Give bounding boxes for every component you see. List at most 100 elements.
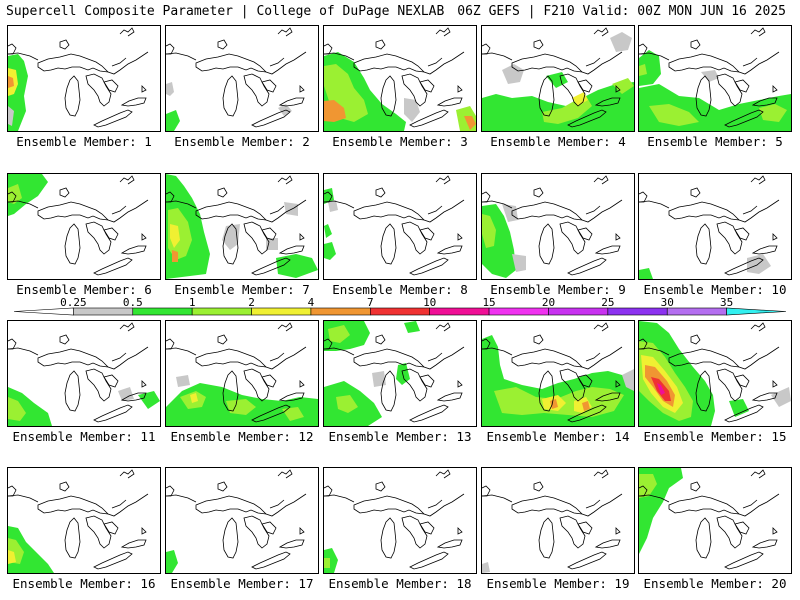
coastline (166, 52, 197, 61)
lake-outline (251, 404, 291, 423)
lake-outline (436, 245, 463, 255)
scp-shading-green (276, 254, 318, 278)
scp-shading-low (222, 224, 240, 250)
coastline (750, 175, 766, 185)
lake-outline (690, 39, 701, 50)
lake-outline (482, 191, 491, 203)
member-map-12 (165, 320, 319, 427)
coastline (8, 347, 39, 356)
coastline (639, 494, 670, 503)
scp-shading-green (324, 242, 336, 260)
member-map-1 (7, 25, 161, 132)
lake-outline (419, 521, 435, 535)
coastline (423, 346, 465, 370)
member-label: Ensemble Member: 1 (16, 134, 152, 149)
scp-shading-orange (582, 401, 590, 411)
scp-shading-green (639, 50, 661, 86)
lake-outline (103, 521, 119, 535)
lake-outline (64, 370, 81, 412)
colorbar-bin (132, 307, 193, 316)
map-canvas (639, 321, 791, 426)
colorbar-tick-label: 4 (308, 297, 315, 309)
lake-outline (401, 221, 428, 255)
scp-shading-green (639, 268, 653, 279)
coastline (750, 27, 766, 37)
lake-outline (353, 495, 426, 515)
coastline (738, 51, 780, 75)
lake-outline (511, 348, 584, 368)
colorbar-bin (429, 307, 490, 316)
lake-outline (217, 39, 228, 50)
lake-outline (716, 515, 743, 549)
colorbar-bin (370, 307, 430, 316)
scp-shading-lime (759, 104, 787, 122)
member-map-16 (7, 467, 161, 574)
lake-outline (261, 374, 277, 388)
scp-shading-low (622, 369, 634, 391)
lake-outline (324, 485, 333, 497)
lake-outline (195, 348, 268, 368)
lake-outline (716, 73, 743, 107)
coastline (111, 57, 127, 67)
coastline (119, 175, 135, 185)
coastline (750, 469, 766, 479)
lake-outline (353, 348, 426, 368)
lake-outline (166, 338, 175, 350)
coastline (742, 205, 758, 215)
coastline (593, 469, 609, 479)
scp-shading-low (372, 371, 386, 387)
lake-outline (375, 39, 386, 50)
map-canvas (639, 27, 791, 131)
lake-outline (166, 43, 175, 55)
coastline (482, 494, 513, 503)
scp-shading-low (328, 200, 338, 212)
lake-outline (577, 79, 593, 93)
coastline (299, 85, 305, 93)
colorbar-tick-label: 20 (542, 297, 555, 309)
member-map-11 (7, 320, 161, 427)
lake-outline (538, 517, 555, 559)
lake-outline (724, 109, 764, 128)
lake-outline (695, 223, 712, 265)
member-map-15 (638, 320, 792, 427)
scp-shading-low (118, 387, 134, 401)
scp-shading-magenta (657, 383, 665, 395)
lake-outline (594, 97, 621, 107)
member-label: Ensemble Member: 12 (170, 429, 314, 444)
coastline (299, 380, 305, 388)
lake-outline (222, 75, 239, 117)
lake-outline (8, 338, 17, 350)
coastline (107, 199, 149, 223)
map-canvas (8, 27, 149, 131)
coastline (435, 322, 451, 332)
coastline (277, 469, 293, 479)
coastline (772, 85, 778, 93)
lake-outline (734, 521, 750, 535)
colorbar-over (726, 307, 787, 316)
coastline (615, 233, 621, 241)
lake-outline (380, 517, 397, 559)
lake-outline (668, 495, 741, 515)
scp-shading-lime (8, 184, 22, 204)
member-label: Ensemble Member: 10 (643, 282, 787, 297)
lake-outline (668, 201, 741, 221)
lake-outline (243, 221, 270, 255)
coastline (277, 322, 293, 332)
map-canvas (482, 175, 623, 278)
colorbar-tick-label: 10 (423, 297, 436, 309)
lake-outline (251, 551, 291, 570)
lake-outline (222, 370, 239, 412)
lake-outline (195, 201, 268, 221)
lake-outline (751, 539, 778, 549)
scp-shading-yellow (572, 92, 588, 106)
member-map-8 (323, 173, 477, 280)
coastline (141, 85, 147, 93)
coastline (107, 493, 149, 517)
lake-outline (64, 517, 81, 559)
lake-outline (59, 334, 70, 345)
map-canvas (482, 27, 634, 131)
lake-outline (409, 257, 449, 276)
lake-outline (639, 43, 648, 55)
coastline (738, 493, 780, 517)
